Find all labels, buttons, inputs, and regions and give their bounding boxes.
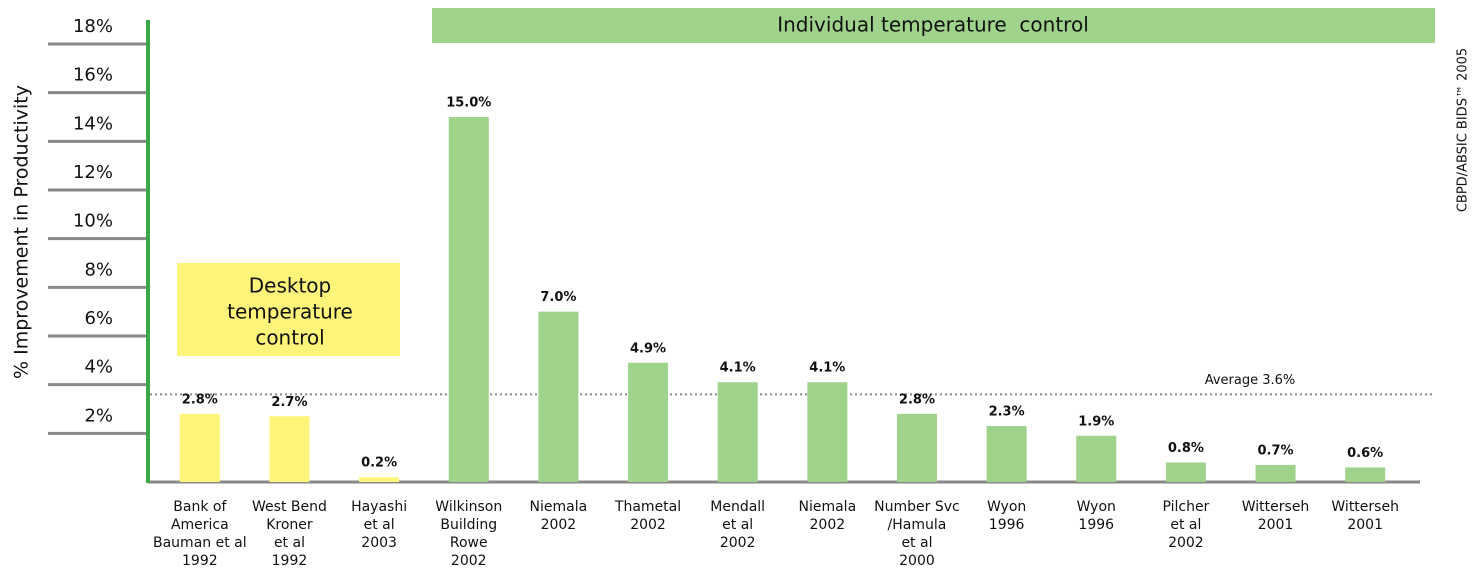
x-tick-label: Pilcher bbox=[1162, 499, 1209, 515]
value-label: 2.7% bbox=[271, 395, 307, 410]
x-tick-label: Building bbox=[440, 517, 497, 533]
x-tick-label: Wyon bbox=[1077, 499, 1116, 515]
x-tick-label: 2002 bbox=[451, 553, 487, 569]
x-tick-label: Bauman et al bbox=[153, 535, 247, 551]
x-tick-label: Rowe bbox=[450, 535, 488, 551]
value-label: 2.3% bbox=[989, 405, 1025, 420]
x-tick-label: Kroner bbox=[266, 517, 313, 533]
bar bbox=[538, 311, 579, 482]
average-label: Average 3.6% bbox=[1205, 373, 1296, 388]
x-tick-label: 2002 bbox=[1168, 535, 1204, 551]
copyright: CBPD/ABSIC BIDS™ 2005 bbox=[1456, 48, 1471, 212]
x-tick-label: 2002 bbox=[541, 517, 577, 533]
individual-label: Individual temperature control bbox=[777, 13, 1089, 37]
bar bbox=[986, 426, 1027, 482]
x-tick-label: Mendall bbox=[710, 499, 765, 515]
value-label: 1.9% bbox=[1078, 414, 1114, 429]
bar bbox=[179, 413, 220, 482]
bar bbox=[269, 416, 310, 482]
x-tick-label: 1996 bbox=[989, 517, 1025, 533]
value-label: 0.6% bbox=[1347, 446, 1383, 461]
x-tick-label: Hayashi bbox=[351, 499, 407, 515]
x-tick-label: 2002 bbox=[630, 517, 666, 533]
desktop-label: temperature bbox=[227, 300, 353, 324]
value-label: 2.8% bbox=[899, 392, 935, 407]
y-tick-label: 10% bbox=[73, 211, 113, 232]
x-tick-label: 1996 bbox=[1078, 517, 1114, 533]
desktop-label: Desktop bbox=[249, 274, 331, 298]
x-tick-label: 2000 bbox=[899, 553, 935, 569]
y-tick-label: 12% bbox=[73, 162, 113, 183]
x-tick-label: et al bbox=[364, 517, 395, 533]
value-label: 0.7% bbox=[1258, 443, 1294, 458]
y-axis-label: % Improvement in Productivity bbox=[11, 85, 33, 379]
y-tick-label: 14% bbox=[73, 113, 113, 134]
y-tick-label: 4% bbox=[84, 357, 113, 378]
x-tick-label: Thametal bbox=[614, 499, 681, 515]
bar bbox=[628, 362, 669, 482]
x-tick-label: 1992 bbox=[272, 553, 308, 569]
bar bbox=[1165, 462, 1206, 482]
y-tick-label: 6% bbox=[84, 308, 113, 329]
y-tick-label: 2% bbox=[84, 405, 113, 426]
bar bbox=[807, 382, 848, 482]
x-tick-label: America bbox=[171, 517, 229, 533]
y-tick-label: 16% bbox=[73, 65, 113, 86]
x-tick-label: et al bbox=[901, 535, 932, 551]
value-label: 0.8% bbox=[1168, 441, 1204, 456]
x-tick-label: Witterseh bbox=[1331, 499, 1399, 515]
x-tick-label: 2001 bbox=[1347, 517, 1383, 533]
x-tick-label: 2002 bbox=[720, 535, 756, 551]
bar bbox=[448, 117, 489, 482]
desktop-label: control bbox=[255, 326, 324, 350]
bar bbox=[1345, 467, 1386, 482]
value-label: 7.0% bbox=[540, 290, 576, 305]
x-tick-label: Wilkinson bbox=[435, 499, 502, 515]
y-tick-label: 18% bbox=[73, 16, 113, 37]
x-tick-label: 2002 bbox=[810, 517, 846, 533]
y-tick-label: 8% bbox=[84, 259, 113, 280]
value-label: 4.1% bbox=[809, 361, 845, 376]
x-tick-label: Niemala bbox=[530, 499, 588, 515]
x-tick-label: et al bbox=[722, 517, 753, 533]
x-tick-label: Bank of bbox=[173, 499, 227, 515]
x-tick-label: West Bend bbox=[252, 499, 327, 515]
desktop-box bbox=[177, 263, 400, 356]
x-tick-label: Number Svc bbox=[874, 499, 960, 515]
value-label: 4.1% bbox=[720, 361, 756, 376]
x-tick-label: Witterseh bbox=[1242, 499, 1310, 515]
value-label: 2.8% bbox=[182, 392, 218, 407]
x-tick-label: et al bbox=[1170, 517, 1201, 533]
bar bbox=[359, 477, 400, 482]
x-tick-label: Niemala bbox=[798, 499, 856, 515]
value-label: 15.0% bbox=[446, 96, 491, 111]
bar bbox=[896, 413, 937, 482]
x-tick-label: 1992 bbox=[182, 553, 218, 569]
bar bbox=[717, 382, 758, 482]
bar bbox=[1255, 464, 1296, 482]
x-tick-label: Wyon bbox=[987, 499, 1026, 515]
x-tick-label: et al bbox=[274, 535, 305, 551]
x-tick-label: 2003 bbox=[361, 535, 397, 551]
individual-banner bbox=[432, 8, 1435, 43]
bar bbox=[1076, 435, 1117, 482]
value-label: 4.9% bbox=[630, 341, 666, 356]
value-label: 0.2% bbox=[361, 456, 397, 471]
x-tick-label: /Hamula bbox=[888, 517, 947, 533]
x-tick-label: 2001 bbox=[1258, 517, 1294, 533]
